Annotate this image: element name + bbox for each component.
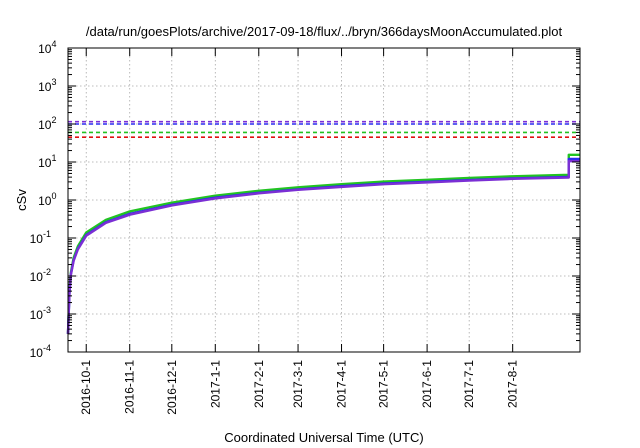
reference-lines	[68, 120, 580, 138]
x-tick-label: 2016-11-1	[123, 360, 137, 414]
y-tick-label: 103	[38, 77, 56, 94]
x-axis: 2016-10-1 2016-11-1 2016-12-1 2017-1-1 2017-…	[79, 48, 520, 415]
y-tick-label: 102	[38, 115, 56, 132]
x-tick-label: 2017-7-1	[462, 360, 476, 408]
x-tick-label: 2017-1-1	[208, 360, 222, 408]
y-tick-label: 100	[38, 191, 56, 208]
grid	[68, 48, 580, 352]
y-tick-label: 101	[38, 153, 56, 170]
x-tick-label: 2016-10-1	[79, 360, 93, 415]
x-tick-label: 2016-12-1	[165, 360, 179, 415]
x-tick-label: 2017-5-1	[377, 360, 391, 408]
y-tick-label: 104	[38, 39, 56, 56]
x-tick-label: 2017-8-1	[506, 360, 520, 408]
series-lines	[66, 153, 580, 334]
x-axis-label: Coordinated Universal Time (UTC)	[224, 430, 423, 445]
y-tick-label: 10-2	[30, 267, 51, 284]
y-axis-label: cSv	[14, 189, 29, 211]
series-line	[66, 159, 580, 334]
y-tick-label: 10-4	[30, 343, 51, 360]
x-tick-label: 2017-3-1	[291, 360, 305, 408]
y-tick-label: 10-3	[30, 305, 51, 322]
x-tick-label: 2017-4-1	[335, 360, 349, 408]
y-tick-label: 10-1	[30, 229, 51, 246]
x-tick-label: 2017-6-1	[420, 360, 434, 408]
x-tick-label: 2017-2-1	[252, 360, 266, 408]
y-axis: 10-4 10-3 10-2 10-1 100 101 102 103 104	[30, 39, 580, 360]
chart-title: /data/run/goesPlots/archive/2017-09-18/f…	[86, 24, 563, 39]
